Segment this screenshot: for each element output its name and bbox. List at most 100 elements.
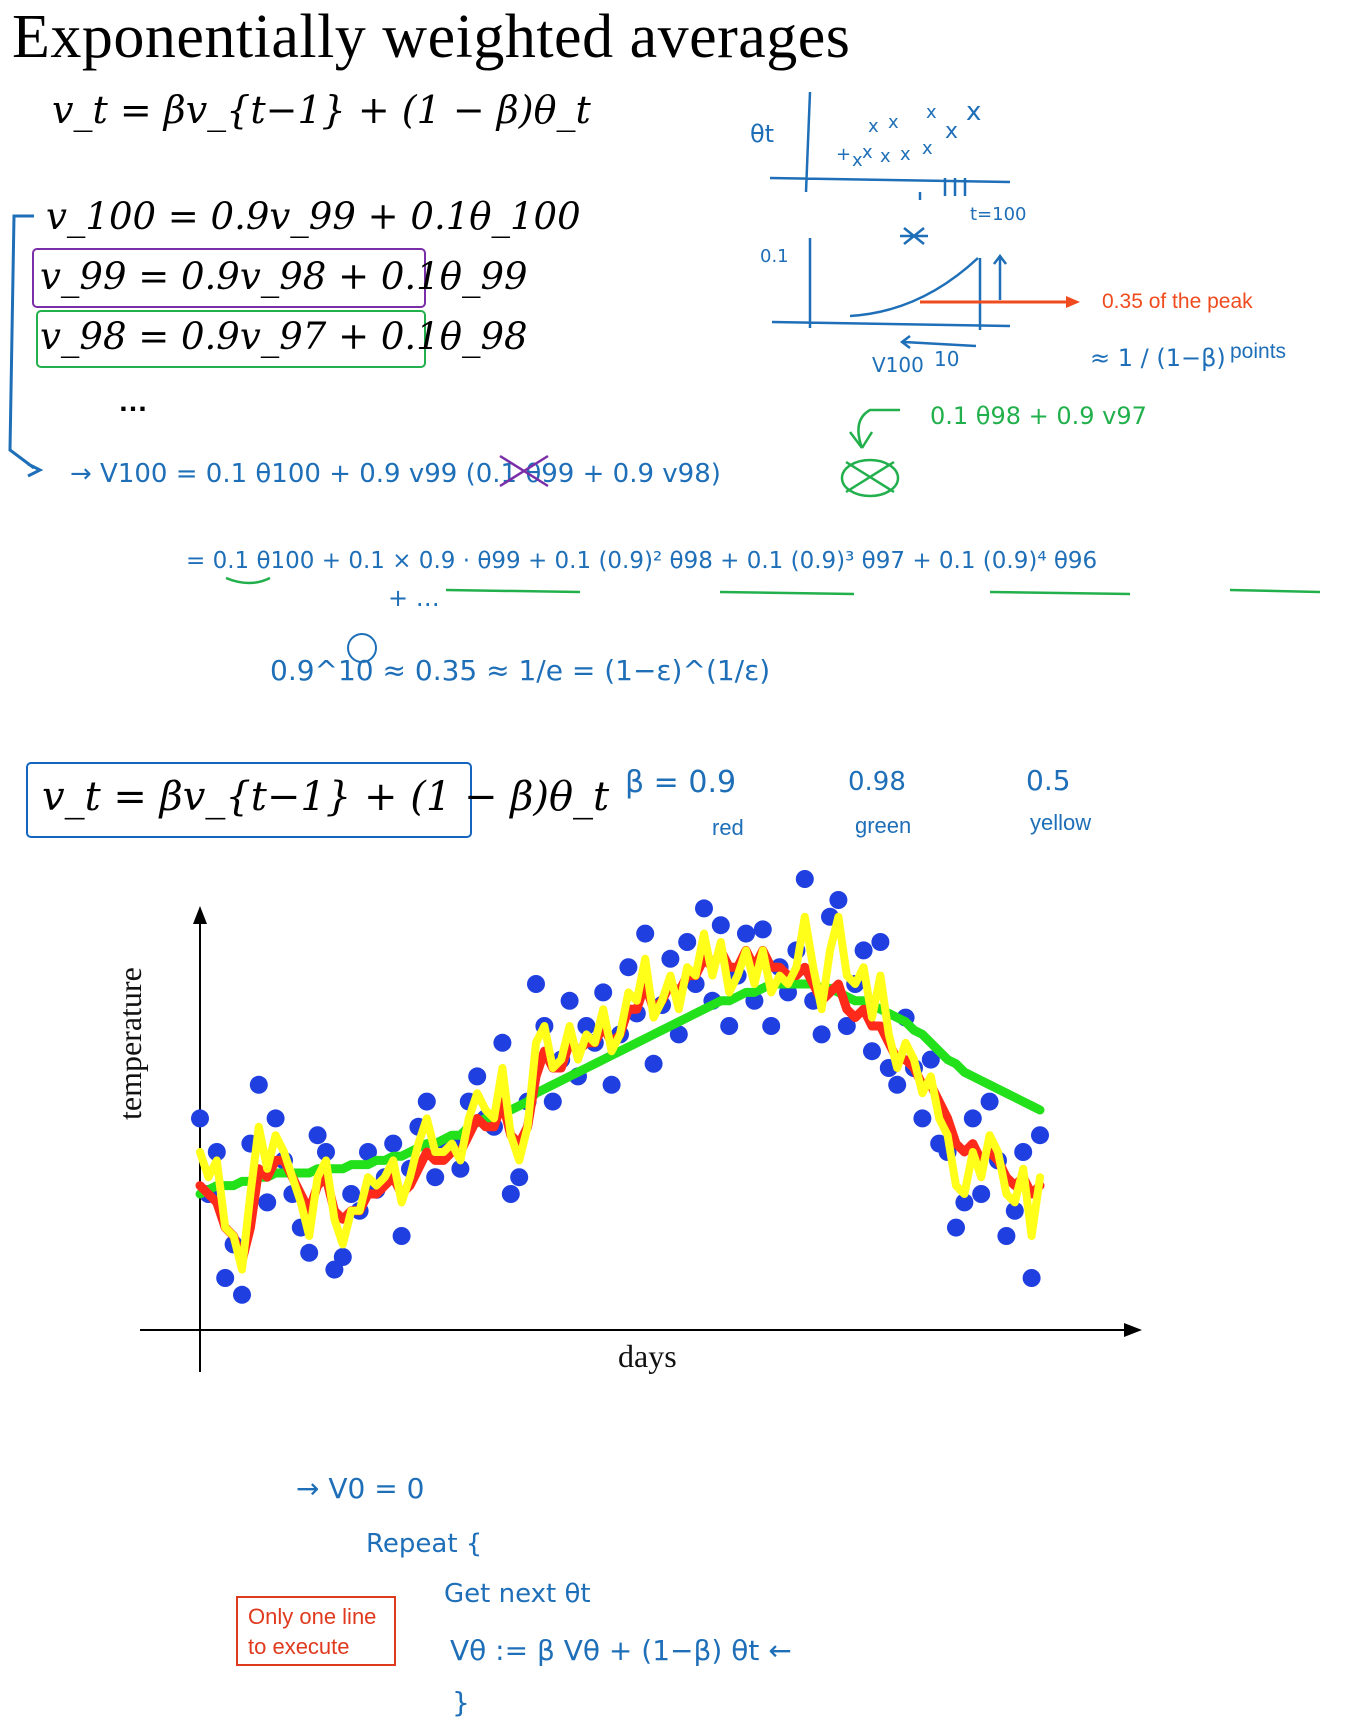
approx-frac: ≈ 1 / (1−β) [1090,344,1226,372]
data-point [392,1227,411,1245]
expansion-row-100: v_100 = 0.9v_99 + 0.1θ_100 [46,195,581,238]
box-boxed-equation [26,762,472,838]
chart-axes [140,906,1142,1372]
pseudo-2: Repeat { [366,1529,482,1559]
svg-text:x: x [900,144,911,165]
data-point [342,1185,361,1203]
green-underlines [225,576,1321,596]
series-line-beta-09 [195,945,1045,1266]
data-point [711,916,730,935]
callout-box: Only one line to execute [236,1596,396,1666]
page-title: Exponentially weighted averages [12,3,851,71]
data-point [317,1143,335,1161]
green-note: 0.1 θ98 + 0.9 v97 [930,402,1147,430]
hand-line1: → V100 = 0.1 θ100 + 0.9 v99 (0.1 θ99 + 0… [70,459,721,489]
data-point [493,1033,512,1052]
data-point [249,1075,268,1094]
svg-text:x: x [888,112,899,133]
beta-05: 0.5 [1026,764,1071,797]
data-point [963,1109,982,1128]
svg-text:x: x [868,116,879,137]
data-point [1005,1201,1024,1220]
chart-points [191,870,1049,1304]
data-point [1022,1269,1041,1287]
x-axis-label: days [618,1338,677,1374]
purple-crossout [499,454,549,488]
ellipsis: … [118,385,148,418]
data-point [258,1193,277,1212]
sketch-01: 0.1 [760,246,789,267]
data-point [737,924,755,943]
data-point [468,1067,487,1086]
equation-main: v_t = βv_{t−1} + (1 − β)θ_t [52,88,591,132]
sketch-theta: θt [750,120,774,148]
pseudo-4: Vθ := β Vθ + (1−β) θt ← [450,1634,792,1667]
data-point [216,1269,235,1287]
peak-note: 0.35 of the peak [1102,290,1253,313]
data-point [854,941,873,960]
data-point [980,1092,999,1111]
svg-text:x: x [945,119,958,144]
hand-line3: + … [388,584,440,612]
callout-line1: Only one line [248,1604,377,1629]
sketch-bottom [771,227,1011,349]
data-point [333,1248,352,1266]
points-note: points [1230,340,1287,363]
series-line-beta-05 [196,912,1044,1274]
data-point [308,1126,327,1145]
label-red: red [712,815,744,840]
callout-line2: to execute [248,1634,350,1659]
sketch-10: 10 [934,347,959,371]
data-point [913,1109,932,1128]
data-point [636,924,655,943]
equation-boxed: v_t = βv_{t−1} + (1 − β)θ_t [42,774,610,820]
green-crossout [840,458,900,498]
beta-098: 0.98 [848,767,906,797]
data-point [720,1017,739,1035]
data-point [359,1143,377,1161]
svg-text:x: x [922,138,933,159]
bracket-arrow [8,214,44,478]
data-point [207,1143,226,1161]
svg-text:x: x [966,97,981,127]
data-point [1031,1126,1049,1145]
y-axis-arrowhead [193,906,207,924]
data-point [871,933,890,951]
svg-text:x: x [926,102,937,123]
sketch-v100: V100 [872,353,924,377]
data-point [972,1185,991,1203]
data-point [300,1243,319,1262]
data-point [577,1017,596,1035]
data-point [888,1075,907,1094]
data-point [812,1025,831,1044]
sketch-top [769,91,1011,200]
data-point [829,891,848,909]
data-point [619,958,638,977]
peak-arrowhead [1066,296,1080,308]
data-point [233,1285,251,1304]
data-point [384,1134,403,1153]
data-point [795,870,814,888]
data-point [863,1042,881,1061]
beta-09: β = 0.9 [625,765,736,800]
data-point [543,1092,562,1111]
data-point [762,1017,781,1035]
sketch-t100: t=100 [970,204,1027,225]
green-arrow [849,408,900,449]
data-point [417,1092,436,1111]
data-point [678,933,697,951]
pseudo-5: } [452,1686,470,1719]
data-point [997,1227,1016,1245]
exp-circle [347,633,377,663]
data-point [501,1185,520,1203]
data-point [695,899,713,918]
data-point [644,1054,663,1073]
data-point [426,1168,445,1187]
data-point [527,975,545,993]
data-point [451,1159,470,1178]
data-point [191,1109,209,1128]
data-point [602,1075,621,1094]
data-point [955,1193,974,1212]
